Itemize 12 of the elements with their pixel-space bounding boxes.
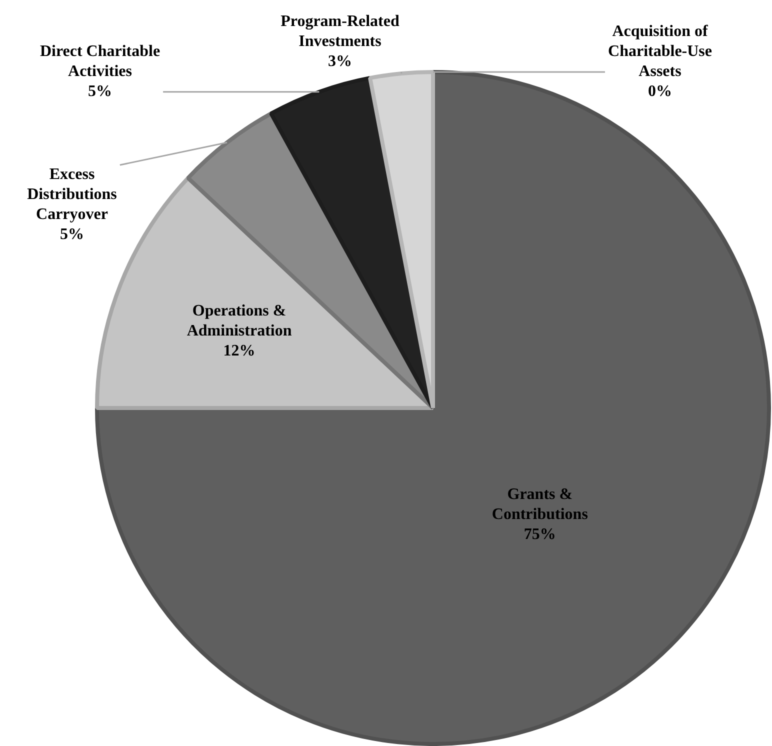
data-label: 12% <box>223 342 256 360</box>
text: 0% <box>648 83 672 100</box>
data-label: 75% <box>524 526 556 544</box>
data-label: 5% <box>60 226 84 244</box>
slice-label: Excess Distributions Carryover <box>27 166 117 224</box>
data-label: 5% <box>88 83 112 100</box>
slice-label: Direct Charitable Activities <box>40 43 160 80</box>
category-label: Acquisition of Charitable-Use Assets <box>608 23 712 80</box>
slice-label: Operations & Administration <box>186 302 292 340</box>
data-label: 3% <box>328 53 352 70</box>
slice-label: Grants & Contributions <box>492 486 588 524</box>
slice-label: Program-Related Investments <box>280 13 400 50</box>
